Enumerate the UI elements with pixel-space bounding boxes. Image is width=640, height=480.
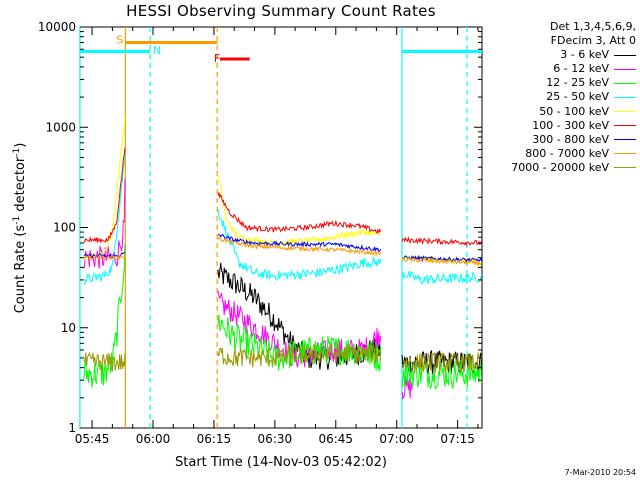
series-line-1 [83, 178, 413, 400]
legend-entry: 6 - 12 keV [480, 62, 636, 76]
legend-entry: 800 - 7000 keV [480, 147, 636, 161]
legend-swatch [614, 139, 636, 141]
series-line-7 [83, 236, 482, 267]
flag-label: N [153, 44, 161, 57]
legend-entry: 300 - 800 keV [480, 133, 636, 147]
series-line-8 [83, 342, 483, 373]
x-tick-label: 06:00 [136, 432, 171, 446]
flag-label: F [214, 52, 220, 65]
legend-header-1: Det 1,3,4,5,6,9, [549, 20, 636, 33]
y-tick-label: 100 [53, 221, 76, 235]
chart-title: HESSI Observing Summary Count Rates [126, 2, 436, 20]
legend-swatch [614, 54, 636, 56]
legend-label: 300 - 800 keV [532, 132, 609, 146]
legend-entry: 3 - 6 keV [480, 48, 636, 62]
legend: Det 1,3,4,5,6,9, FDecim 3, Att 0 3 - 6 k… [480, 20, 636, 175]
y-tick-label: 1 [68, 421, 76, 435]
flag-lines [79, 27, 468, 428]
plot-frame [79, 26, 483, 429]
series-group [83, 115, 483, 400]
series-line-5 [83, 147, 483, 247]
y-tick-label: 10 [61, 321, 76, 335]
legend-swatch [614, 97, 636, 99]
legend-entry: 50 - 100 keV [480, 105, 636, 119]
axis-ticks: 05:45 06:00 06:15 06:30 06:45 07:00 07:15 1 10 10… [38, 20, 482, 446]
x-tick-label: 06:30 [258, 432, 293, 446]
x-axis-label: Start Time (14-Nov-03 05:42:02) [175, 455, 387, 470]
x-tick-label: 07:15 [440, 432, 475, 446]
y-tick-label: 1000 [45, 120, 76, 134]
legend-label: 3 - 6 keV [560, 48, 609, 62]
legend-swatch [614, 111, 636, 113]
legend-label: 7000 - 20000 keV [511, 160, 609, 174]
x-tick-label: 05:45 [75, 432, 110, 446]
legend-entry: 12 - 25 keV [480, 76, 636, 90]
legend-label: 800 - 7000 keV [525, 146, 609, 160]
flag-bars: S N F [80, 33, 482, 65]
legend-swatch [614, 125, 636, 127]
legend-label: 12 - 25 keV [546, 76, 609, 90]
x-tick-label: 07:00 [379, 432, 414, 446]
legend-entry: 25 - 50 keV [480, 90, 636, 104]
legend-label: 25 - 50 keV [546, 90, 609, 104]
legend-header-2: FDecim 3, Att 0 [550, 34, 636, 48]
legend-entry: 7000 - 20000 keV [480, 161, 636, 175]
x-tick-label: 06:45 [318, 432, 353, 446]
legend-label: 100 - 300 keV [532, 118, 609, 132]
legend-label: 6 - 12 keV [553, 62, 609, 76]
legend-label: 50 - 100 keV [539, 104, 609, 118]
legend-entry: 100 - 300 keV [480, 119, 636, 133]
legend-swatch [614, 153, 636, 155]
y-tick-label: 10000 [38, 20, 76, 34]
series-line-3 [83, 151, 483, 286]
legend-swatch [614, 167, 636, 169]
legend-swatch [614, 68, 636, 70]
x-tick-label: 06:15 [197, 432, 232, 446]
legend-rows: 3 - 6 keV 6 - 12 keV 12 - 25 keV 25 - 50 ke… [480, 48, 636, 175]
flag-label: S [116, 33, 123, 46]
timestamp: 7-Mar-2010 20:54 [564, 468, 636, 477]
series-line-2 [83, 244, 483, 390]
y-axis-label: Count Rate (s-1 detector-1) [11, 142, 29, 314]
legend-swatch [614, 82, 636, 84]
